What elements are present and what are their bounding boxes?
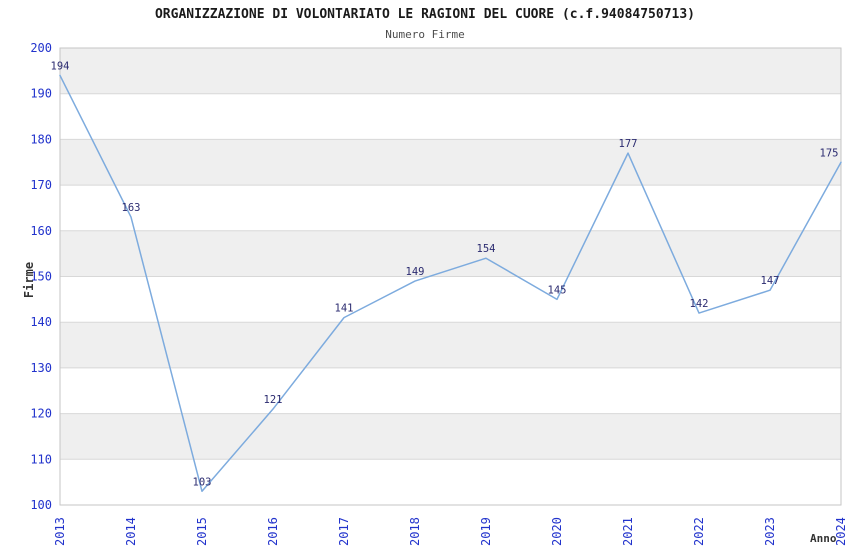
data-line (59, 74, 842, 493)
data-point-label: 142 (690, 298, 709, 310)
x-tick-label: 2014 (124, 517, 138, 546)
y-tick-label: 180 (30, 132, 52, 146)
data-point-label: 141 (335, 303, 354, 315)
data-point-label: 175 (820, 147, 839, 159)
y-tick-label: 150 (30, 270, 52, 284)
background-band (60, 413, 841, 460)
chart-title: ORGANIZZAZIONE DI VOLONTARIATO LE RAGION… (154, 7, 696, 22)
data-point-label: 163 (122, 202, 141, 214)
y-tick-label: 200 (30, 41, 52, 55)
x-tick-label: 2017 (337, 517, 351, 546)
data-point-label: 145 (548, 284, 567, 296)
y-tick-label: 130 (30, 361, 52, 375)
plot-border (59, 47, 842, 506)
x-tick-label: 2020 (550, 517, 564, 546)
x-tick-label: 2016 (266, 517, 280, 546)
background-band (60, 139, 841, 186)
data-point-label: 194 (51, 60, 70, 72)
background-band (60, 48, 841, 94)
x-tick-label: 2024 (834, 517, 848, 546)
y-axis-title: Firme (22, 261, 36, 299)
x-tick-label: 2021 (621, 517, 635, 546)
x-axis-title: Anno (810, 532, 837, 545)
y-tick-label: 170 (30, 178, 52, 192)
x-tick-label: 2015 (195, 517, 209, 546)
y-tick-label: 140 (30, 315, 52, 329)
y-tick-label: 190 (30, 87, 52, 101)
chart-subtitle: Numero Firme (385, 28, 465, 41)
data-point-label: 147 (761, 275, 780, 287)
data-point-label: 177 (619, 138, 638, 150)
y-tick-label: 120 (30, 407, 52, 421)
y-tick-label: 100 (30, 498, 52, 512)
x-tick-label: 2022 (692, 517, 706, 546)
data-point-label: 103 (193, 476, 212, 488)
x-tick-label: 2013 (53, 517, 67, 546)
y-tick-label: 110 (30, 452, 52, 466)
x-tick-label: 2019 (479, 517, 493, 546)
y-tick-label: 160 (30, 224, 52, 238)
data-point-label: 121 (264, 394, 283, 406)
x-tick-label: 2023 (763, 517, 777, 546)
data-point-label: 149 (406, 266, 425, 278)
x-tick-label: 2018 (408, 517, 422, 546)
data-point-label: 154 (477, 243, 496, 255)
background-band (60, 322, 841, 368)
